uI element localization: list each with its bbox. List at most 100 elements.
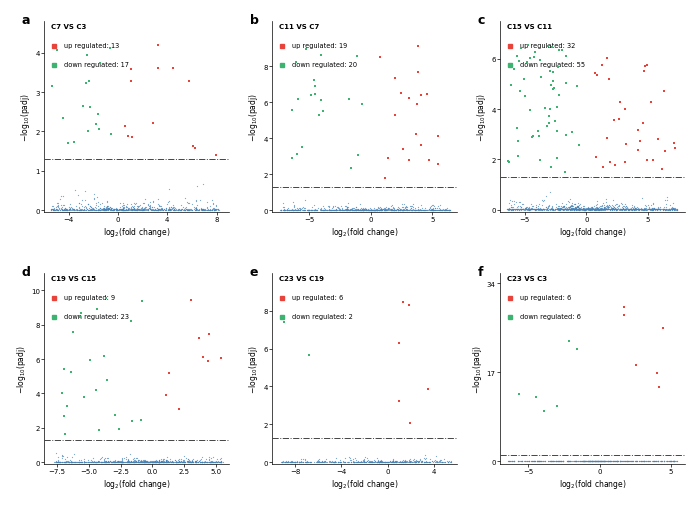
Point [365, 207, 376, 215]
Point [290, 207, 301, 215]
Point [414, 207, 426, 215]
Point [556, 457, 567, 465]
Point [329, 458, 340, 466]
Point [125, 458, 136, 466]
Point [531, 458, 542, 466]
Point [548, 458, 559, 466]
Point [324, 458, 335, 466]
Point [173, 458, 184, 466]
Point [81, 206, 92, 214]
Point [414, 207, 425, 215]
Point [371, 207, 382, 215]
Point [594, 458, 606, 466]
Point [116, 458, 127, 466]
Point [153, 458, 164, 466]
Point [665, 458, 676, 466]
Point [346, 457, 357, 465]
Point [359, 457, 370, 465]
Point [594, 206, 606, 214]
Point [102, 206, 113, 214]
Point [646, 206, 657, 214]
Point [584, 206, 595, 214]
Point [114, 457, 125, 465]
Point [321, 207, 332, 215]
Point [337, 207, 348, 215]
Point [580, 458, 592, 466]
Point [127, 206, 138, 214]
Point [60, 206, 71, 214]
Point [379, 458, 391, 466]
Point [204, 458, 216, 466]
Point [509, 201, 520, 209]
Point [118, 454, 130, 462]
Point [355, 207, 366, 215]
Point [610, 206, 622, 214]
Point [412, 207, 423, 215]
Point [608, 206, 620, 214]
Point [210, 201, 221, 210]
Point [603, 458, 614, 466]
Point [276, 458, 287, 466]
Point [401, 206, 412, 214]
Point [100, 207, 111, 215]
Point [582, 457, 593, 465]
Point [126, 458, 137, 466]
Point [95, 458, 106, 466]
Point [505, 204, 517, 212]
Point [93, 457, 104, 465]
Point [573, 141, 584, 149]
Point [46, 206, 57, 214]
Point [186, 458, 197, 466]
Point [154, 206, 165, 214]
Point [92, 198, 104, 207]
Point [357, 205, 368, 213]
Point [588, 458, 599, 466]
Point [594, 206, 606, 214]
Point [326, 205, 337, 213]
Point [210, 206, 221, 214]
Point [659, 206, 670, 214]
Point [52, 206, 64, 214]
Point [354, 458, 365, 466]
Point [118, 204, 129, 212]
Point [103, 457, 114, 465]
Point [370, 206, 381, 214]
Point [74, 205, 85, 213]
Point [556, 458, 567, 466]
Point [344, 206, 356, 214]
Point [294, 458, 305, 466]
Point [526, 206, 537, 214]
Point [584, 206, 595, 214]
Point [134, 207, 145, 215]
Point [88, 206, 99, 214]
Point [275, 207, 286, 215]
Point [521, 206, 532, 214]
Point [566, 205, 578, 213]
Point [146, 458, 158, 466]
Point [304, 458, 316, 466]
Point [127, 204, 139, 212]
Point [570, 458, 582, 466]
Point [122, 206, 134, 214]
Point [106, 458, 117, 466]
Point [407, 458, 418, 466]
Point [585, 206, 596, 214]
Point [580, 458, 591, 466]
Point [379, 458, 391, 466]
Point [126, 200, 137, 208]
Point [106, 458, 118, 466]
Point [384, 206, 395, 214]
Point [342, 207, 354, 215]
Point [344, 207, 355, 215]
Point [372, 204, 383, 212]
Point [438, 206, 449, 214]
Point [593, 206, 604, 214]
Point [610, 206, 622, 214]
Point [142, 459, 153, 467]
Point [183, 458, 194, 466]
Point [365, 207, 377, 215]
Point [190, 206, 202, 214]
Point [560, 206, 571, 214]
Point [340, 203, 351, 211]
Point [201, 456, 212, 464]
